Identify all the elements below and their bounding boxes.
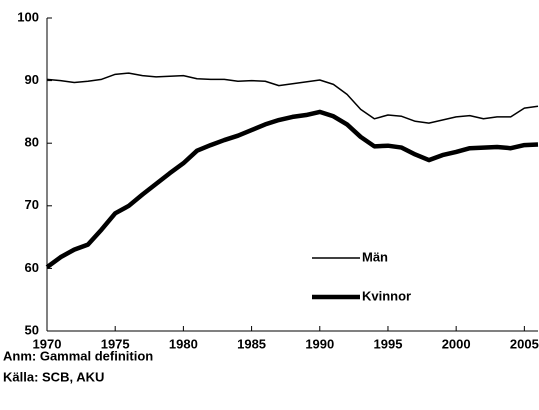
y-tick-label: 60 — [25, 260, 39, 275]
legend-label: Män — [362, 249, 388, 264]
y-tick-label: 100 — [17, 9, 39, 24]
series-line — [46, 72, 539, 124]
x-tick-label: 1995 — [374, 336, 403, 351]
x-tick-label: 1985 — [237, 336, 266, 351]
x-tick-label: 1970 — [33, 336, 62, 351]
x-tick-label: 1975 — [101, 336, 130, 351]
y-tick-label: 50 — [25, 322, 39, 337]
note: Anm: Gammal definition — [3, 348, 153, 363]
x-tick-label: 1990 — [305, 336, 334, 351]
x-tick-label: 2005 — [510, 336, 539, 351]
note: Källa: SCB, AKU — [3, 369, 104, 384]
x-tick-label: 2000 — [442, 336, 471, 351]
legend-label: Kvinnor — [362, 288, 411, 303]
y-tick-label: 70 — [25, 197, 39, 212]
x-tick-label: 1980 — [169, 336, 198, 351]
series-line — [45, 109, 539, 269]
y-tick-label: 80 — [25, 135, 39, 150]
y-tick-label: 90 — [25, 72, 39, 87]
